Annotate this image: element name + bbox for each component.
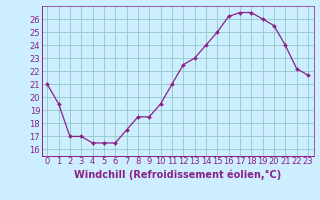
X-axis label: Windchill (Refroidissement éolien,°C): Windchill (Refroidissement éolien,°C) <box>74 169 281 180</box>
